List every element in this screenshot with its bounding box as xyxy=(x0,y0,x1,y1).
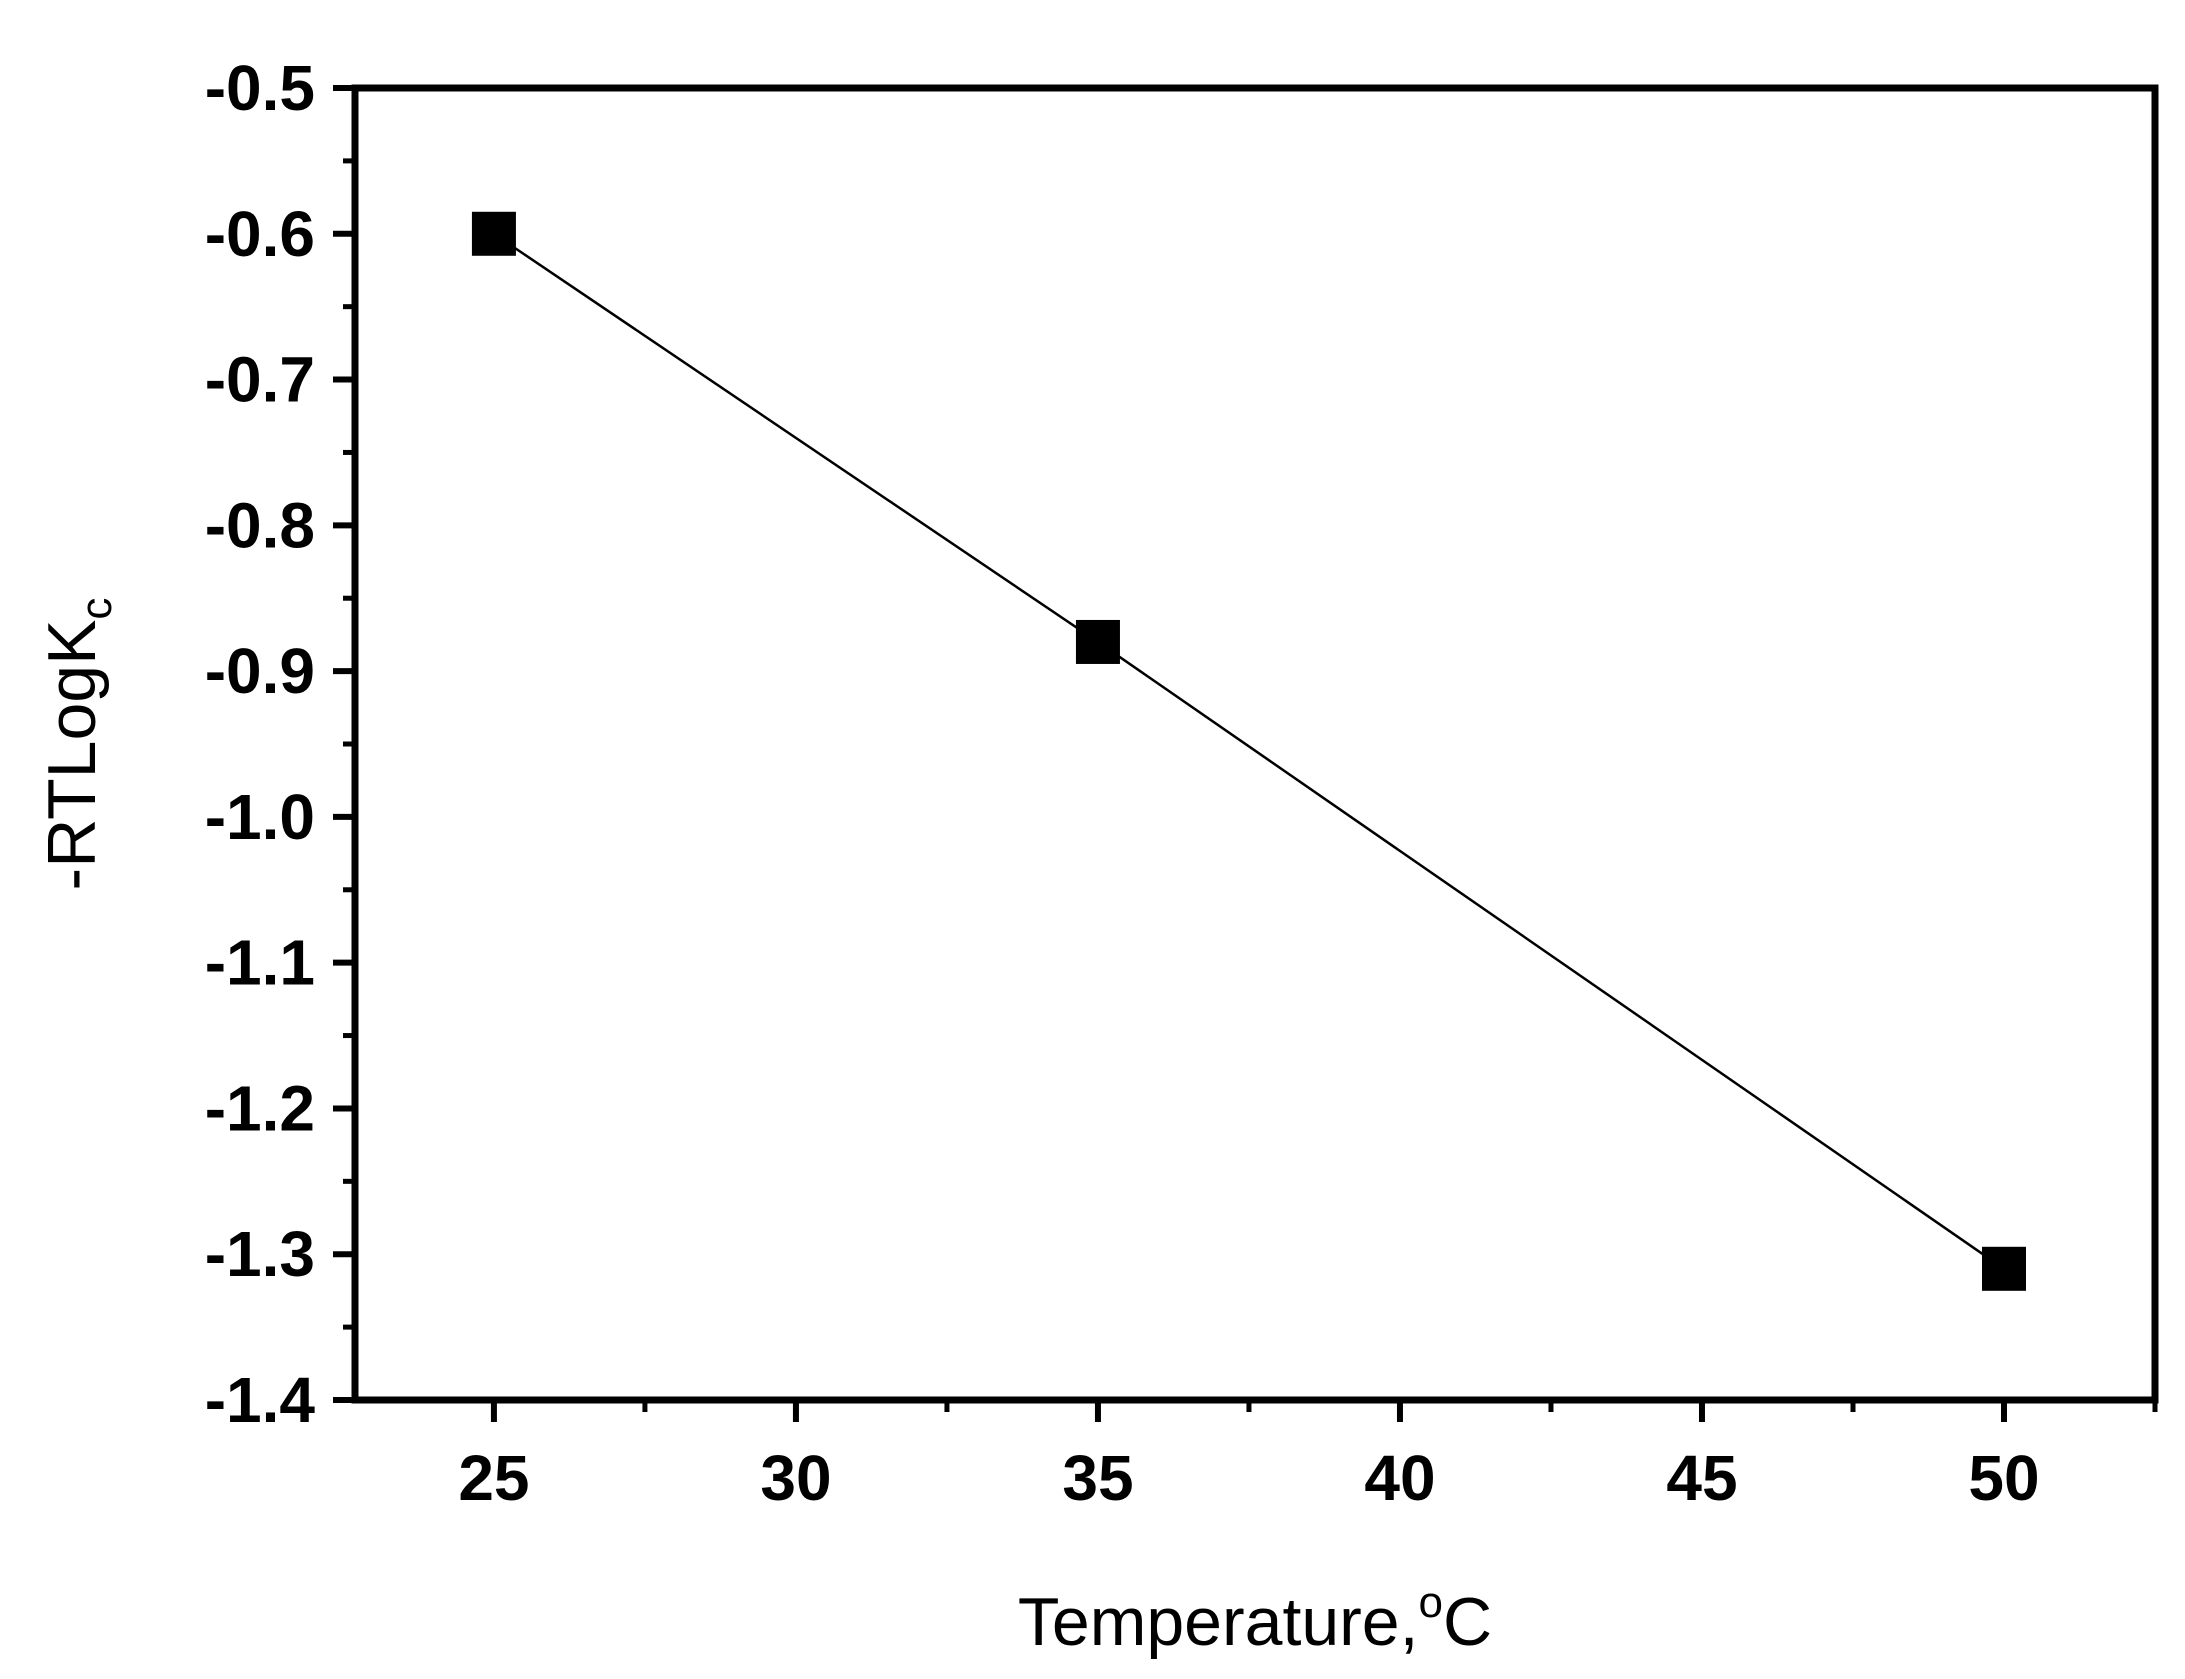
y-tick-label: -0.8 xyxy=(205,489,315,561)
y-tick-label: -1.3 xyxy=(205,1218,315,1290)
x-axis-ticks: 25 30 35 40 45 50 xyxy=(458,1400,2158,1514)
y-tick-label: -1.1 xyxy=(205,927,315,999)
x-axis-title-unit: C xyxy=(1443,1584,1492,1660)
x-tick-label: 40 xyxy=(1364,1442,1435,1514)
x-tick-label: 50 xyxy=(1968,1442,2039,1514)
y-tick-label: -0.6 xyxy=(205,198,315,270)
series-line xyxy=(493,232,2005,1270)
y-tick-label: -1.4 xyxy=(205,1364,316,1436)
y-tick-label: -0.9 xyxy=(205,635,315,707)
data-point-square xyxy=(471,211,516,256)
y-tick-label: -1.2 xyxy=(205,1072,315,1144)
data-point-square xyxy=(1075,619,1120,664)
plot-frame xyxy=(351,84,2159,1404)
y-axis-title: -RTLogKc xyxy=(34,598,121,891)
x-tick-label: 25 xyxy=(458,1442,529,1514)
x-tick-label: 35 xyxy=(1062,1442,1133,1514)
series-layer xyxy=(471,211,2026,1291)
y-tick-label: -0.5 xyxy=(205,52,315,124)
x-axis-title-sup: o xyxy=(1419,1578,1443,1627)
data-point-square xyxy=(1981,1246,2026,1291)
x-tick-label: 30 xyxy=(760,1442,831,1514)
y-tick-label: -1.0 xyxy=(205,781,315,853)
y-axis-ticks: -0.5 -0.6 -0.7 -0.8 -0.9 -1.0 -1.1 -1.2 -1.3 -1.4 xyxy=(205,52,355,1436)
x-tick-label: 45 xyxy=(1666,1442,1737,1514)
x-axis-title-text: Temperature, xyxy=(1018,1584,1419,1660)
y-axis-title-sub: c xyxy=(72,598,121,620)
x-axis-title: Temperature,oC xyxy=(1018,1578,1492,1660)
y-axis-title-text: -RTLogK xyxy=(34,620,110,891)
y-tick-label: -0.7 xyxy=(205,344,315,416)
